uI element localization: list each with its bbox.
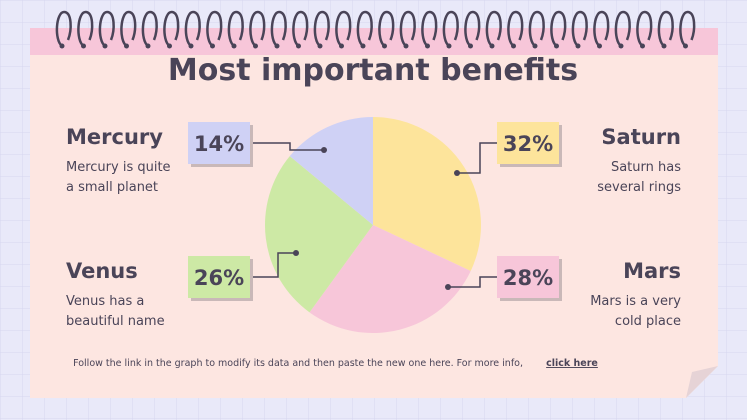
ring bbox=[378, 10, 395, 47]
ring-hole bbox=[102, 43, 108, 49]
value-label: 14% bbox=[194, 132, 244, 156]
ring-hole bbox=[124, 43, 129, 49]
footer-link[interactable]: click here bbox=[546, 358, 598, 369]
connector-dot bbox=[445, 284, 451, 290]
ring bbox=[550, 10, 567, 47]
pie-slice bbox=[373, 117, 481, 271]
ring bbox=[528, 10, 545, 47]
ring bbox=[442, 10, 459, 47]
ring bbox=[270, 10, 287, 47]
ring-hole bbox=[532, 43, 538, 49]
ring bbox=[399, 10, 416, 47]
ring-hole bbox=[210, 43, 215, 49]
ring bbox=[485, 10, 502, 47]
ring bbox=[163, 10, 180, 47]
value-label: 26% bbox=[194, 266, 244, 290]
category-name: Mars bbox=[623, 259, 681, 283]
connector bbox=[250, 142, 324, 151]
ring bbox=[227, 10, 244, 47]
pie-slice bbox=[309, 225, 471, 333]
ring bbox=[614, 10, 631, 47]
ring-hole bbox=[511, 43, 516, 49]
ring-hole bbox=[618, 43, 624, 49]
ring bbox=[292, 10, 309, 47]
pie-slice bbox=[289, 117, 373, 225]
category-description: several rings bbox=[597, 180, 681, 195]
ring bbox=[77, 10, 94, 47]
value-box bbox=[188, 122, 250, 164]
ring-hole bbox=[274, 43, 280, 49]
ring-hole bbox=[683, 43, 688, 49]
value-label: 32% bbox=[503, 132, 553, 156]
category-description: cold place bbox=[615, 314, 681, 329]
ring-hole bbox=[296, 43, 301, 49]
ring-hole bbox=[554, 43, 559, 49]
ring-hole bbox=[188, 43, 194, 49]
ring-hole bbox=[317, 43, 323, 49]
ring-hole bbox=[253, 43, 258, 49]
ring bbox=[464, 10, 481, 47]
ring bbox=[141, 10, 158, 47]
ring bbox=[571, 10, 588, 47]
ring-hole bbox=[231, 43, 237, 49]
connector-dot bbox=[321, 147, 327, 153]
ring-hole bbox=[661, 43, 667, 49]
ring bbox=[98, 10, 115, 47]
ring-hole bbox=[640, 43, 645, 49]
ring-hole bbox=[597, 43, 602, 49]
chart-title: Most important benefits bbox=[168, 53, 578, 88]
category-description: a small planet bbox=[66, 180, 158, 195]
ring-hole bbox=[489, 43, 495, 49]
category-description: Saturn has bbox=[611, 160, 681, 175]
ring-hole bbox=[167, 43, 172, 49]
ring-hole bbox=[145, 43, 151, 49]
ring bbox=[206, 10, 223, 47]
category-name: Mercury bbox=[66, 125, 163, 149]
value-box bbox=[188, 256, 250, 298]
connector bbox=[250, 252, 296, 278]
ring bbox=[421, 10, 438, 47]
ring-hole bbox=[468, 43, 473, 49]
connector-dot bbox=[293, 250, 299, 256]
category-name: Venus bbox=[66, 259, 138, 283]
ring-hole bbox=[360, 43, 366, 49]
ring bbox=[184, 10, 201, 47]
category-name: Saturn bbox=[601, 125, 681, 149]
page-curl bbox=[686, 366, 718, 398]
footer-note: Follow the link in the graph to modify i… bbox=[73, 358, 523, 369]
connector bbox=[457, 142, 497, 174]
ring bbox=[593, 10, 610, 47]
connector bbox=[448, 276, 497, 288]
ring-hole bbox=[81, 43, 86, 49]
value-box bbox=[497, 256, 559, 298]
category-description: beautiful name bbox=[66, 314, 165, 329]
category-description: Mars is a very bbox=[590, 294, 681, 309]
ring bbox=[679, 10, 696, 47]
ring-hole bbox=[382, 43, 387, 49]
ring bbox=[55, 10, 72, 47]
category-description: Mercury is quite bbox=[66, 160, 171, 175]
ring bbox=[507, 10, 524, 47]
pie-slice bbox=[265, 156, 373, 313]
connector-dot bbox=[454, 170, 460, 176]
ring bbox=[313, 10, 330, 47]
value-box bbox=[497, 122, 559, 164]
ring bbox=[120, 10, 137, 47]
ring-hole bbox=[425, 43, 430, 49]
ring bbox=[249, 10, 266, 47]
ring-hole bbox=[446, 43, 452, 49]
category-description: Venus has a bbox=[66, 294, 144, 309]
ring-hole bbox=[403, 43, 409, 49]
ring-hole bbox=[575, 43, 581, 49]
ring bbox=[356, 10, 373, 47]
ring bbox=[657, 10, 674, 47]
spiral-binding bbox=[55, 10, 696, 49]
ring bbox=[636, 10, 653, 47]
ring bbox=[335, 10, 352, 47]
ring-hole bbox=[59, 43, 65, 49]
value-label: 28% bbox=[503, 266, 553, 290]
ring-hole bbox=[339, 43, 344, 49]
